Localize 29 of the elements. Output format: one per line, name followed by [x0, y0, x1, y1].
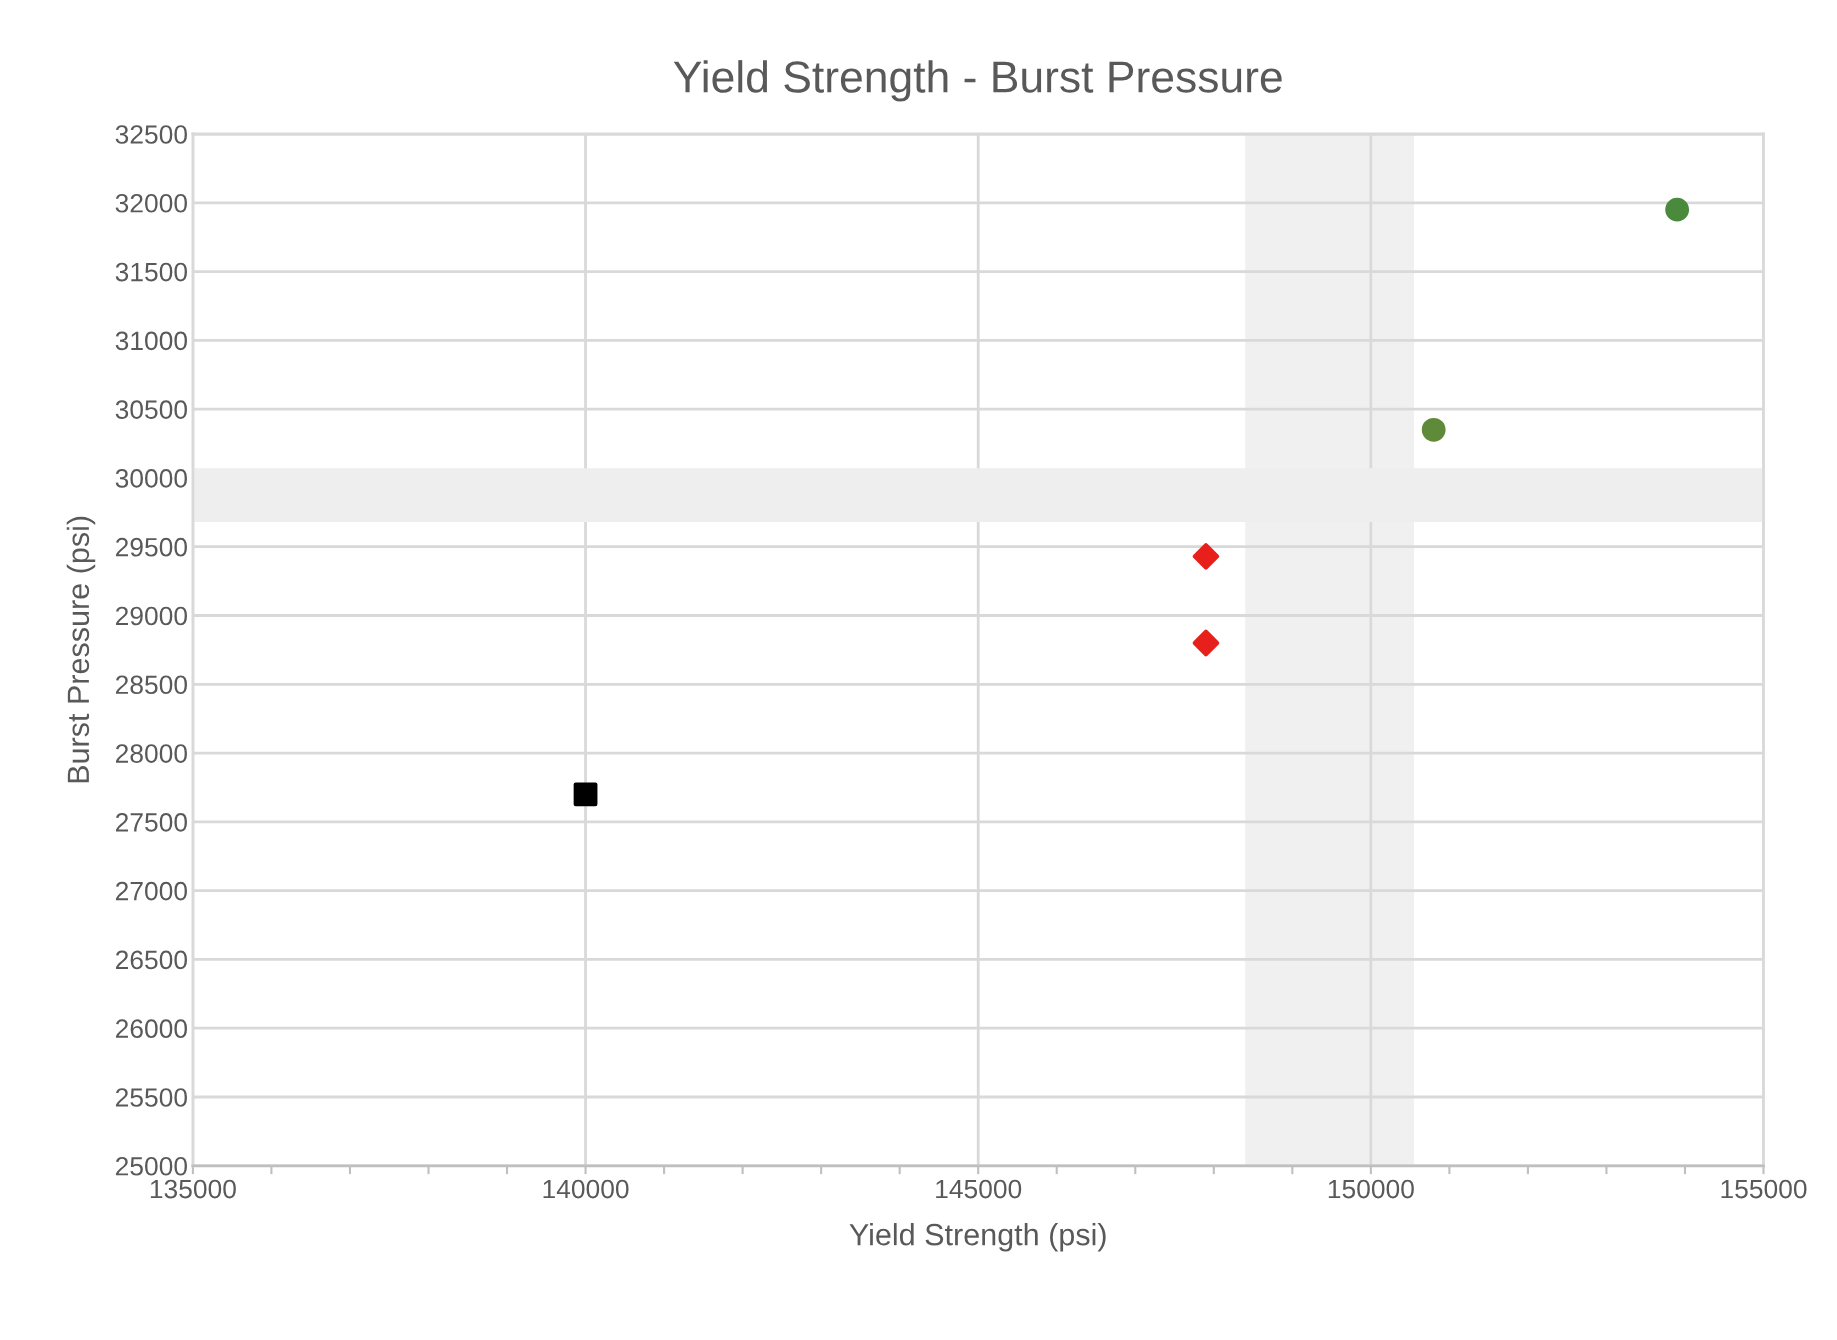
x-tick-label: 145000	[936, 1179, 1022, 1199]
y-tick-label: 28500	[115, 675, 187, 695]
y-tick-label: 28000	[115, 744, 187, 763]
point	[1192, 629, 1220, 657]
x-axis-title: Yield Strength (psi)	[849, 1223, 1106, 1252]
y-tick-label: 25000	[115, 1156, 187, 1176]
y-tick-label: 27500	[115, 813, 187, 832]
y-tick-label: 31000	[115, 331, 187, 351]
y-axis-title: Burst Pressure (psi)	[66, 516, 96, 783]
y-tick-label: 27000	[115, 881, 187, 901]
y-tick-label: 26000	[115, 1019, 187, 1039]
point	[1192, 543, 1220, 570]
y-tick-label: 29500	[115, 537, 187, 557]
y-tick-label: 32500	[115, 125, 187, 144]
point	[573, 782, 598, 807]
y-tick-label: 25500	[115, 1088, 187, 1107]
x-tick-label: 150000	[1328, 1179, 1414, 1199]
x-tick-label: 155000	[1721, 1179, 1807, 1199]
x-tick-label: 140000	[543, 1179, 629, 1199]
chart-title: Yield Strength - Burst Pressure	[673, 60, 1282, 102]
y-tick-label: 30500	[115, 400, 187, 419]
y-tick-label: 31500	[115, 262, 187, 282]
point	[1665, 197, 1690, 222]
x-tick-label: 135000	[150, 1179, 236, 1199]
y-tick-label: 26500	[115, 950, 187, 970]
y-tick-label: 32000	[115, 193, 187, 213]
point	[1421, 417, 1446, 442]
y-tick-label: 29000	[115, 606, 187, 626]
y-tick-label: 30000	[115, 469, 187, 488]
